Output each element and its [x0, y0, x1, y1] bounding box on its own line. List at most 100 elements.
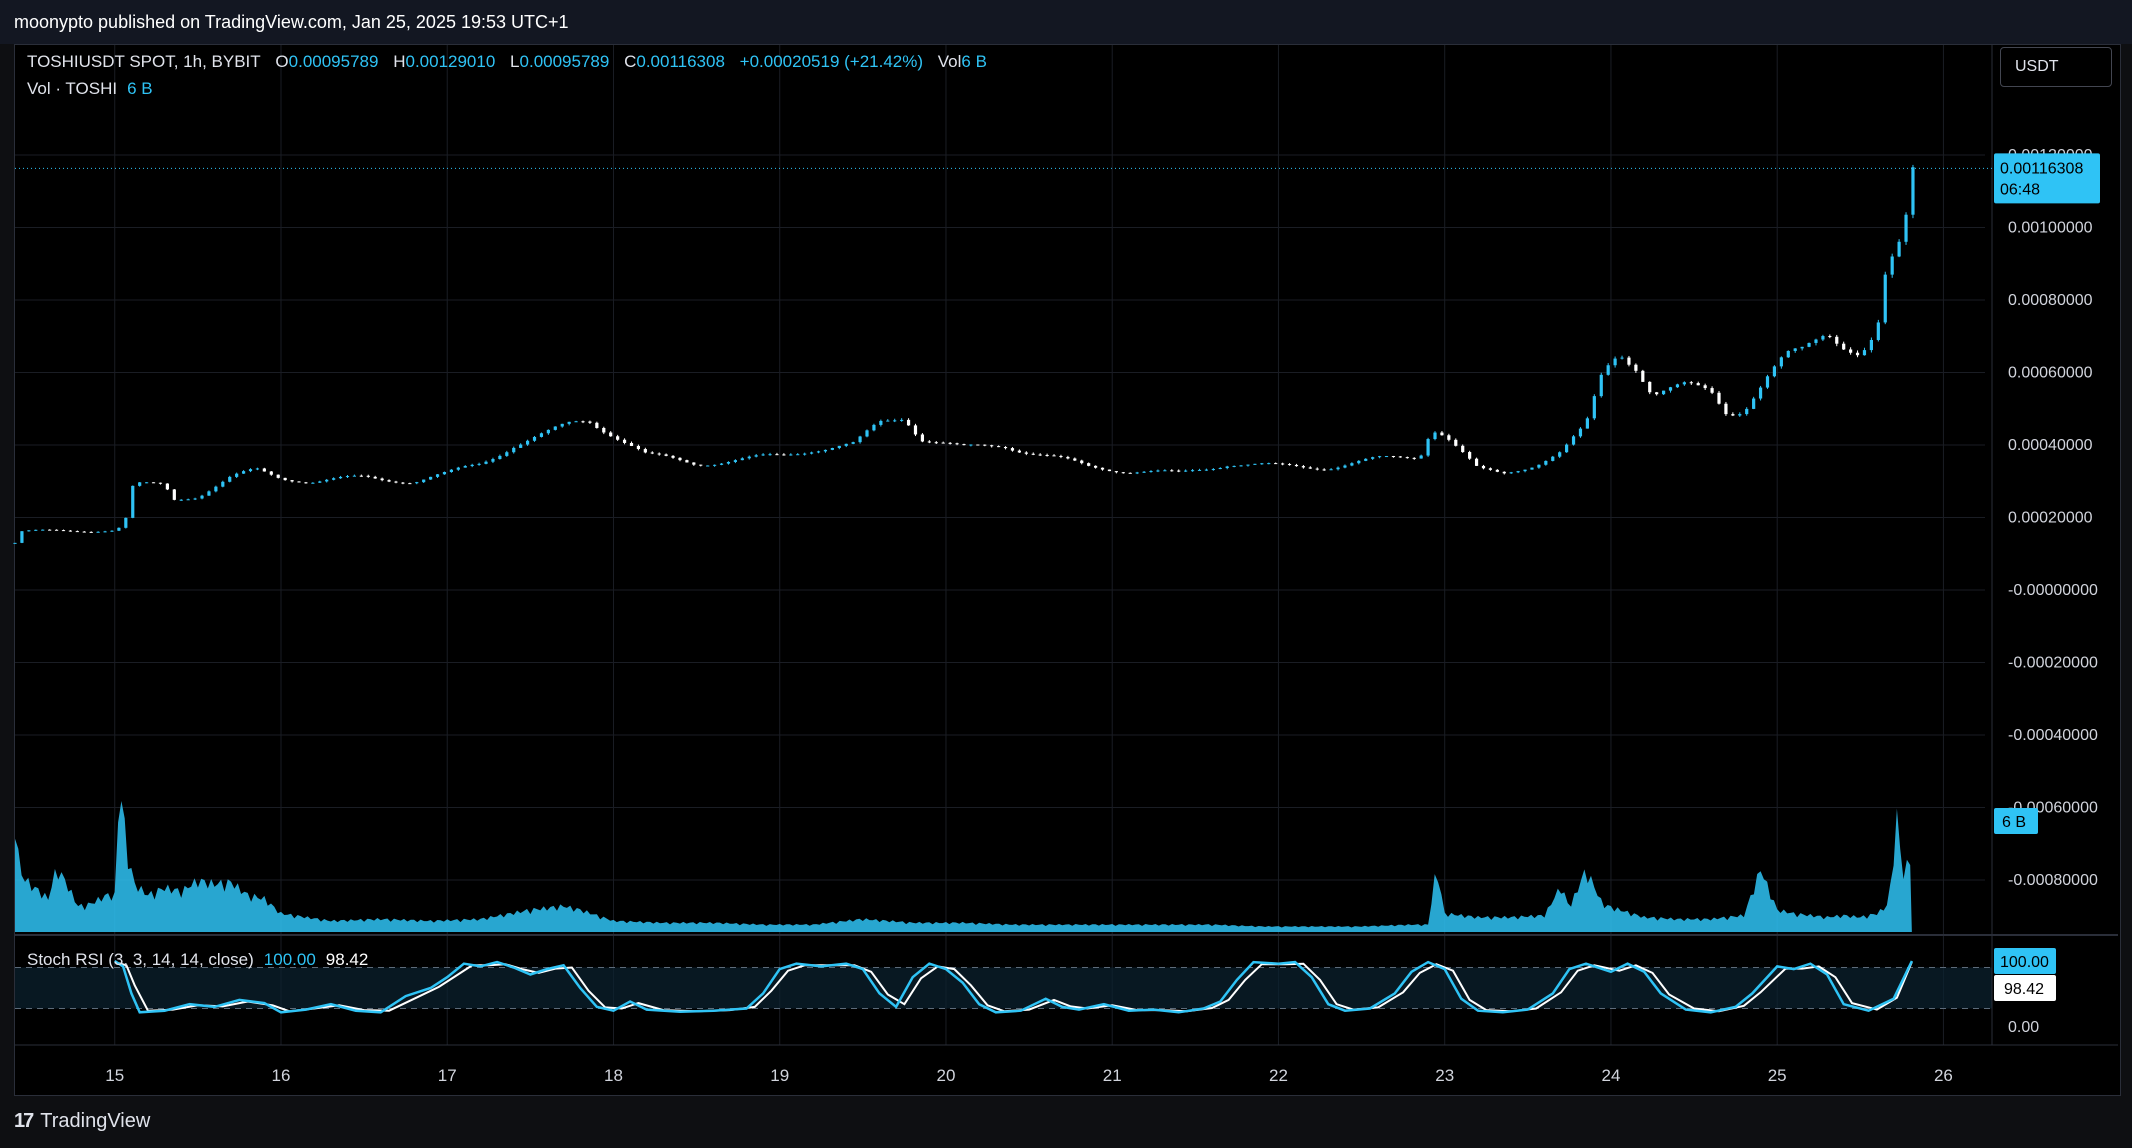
candle-body: [740, 458, 744, 461]
time-tick-label: 22: [1269, 1066, 1288, 1085]
candle-body: [560, 423, 564, 427]
candle-body: [1287, 464, 1292, 466]
candle-body: [1260, 463, 1264, 465]
candle-body: [1551, 456, 1555, 461]
last-price-badge: [1994, 153, 2100, 204]
candle-body: [1488, 468, 1493, 470]
candle-body: [990, 445, 994, 447]
candle-body: [1170, 470, 1174, 472]
stoch-d-badge: [1994, 975, 2056, 1001]
candle-body: [449, 469, 453, 473]
candle-body: [283, 477, 287, 481]
volume-indicator-label: Vol · TOSHI: [27, 79, 118, 98]
candle-body: [394, 481, 398, 483]
candle-body: [1620, 357, 1624, 359]
candle-body: [1447, 435, 1451, 440]
candle-body: [629, 442, 634, 446]
candle-body: [221, 481, 225, 487]
candle-body: [1502, 471, 1506, 474]
candle-body: [1495, 469, 1499, 472]
candle-body: [165, 483, 169, 490]
time-tick-label: 16: [272, 1066, 291, 1085]
candle-body: [401, 482, 405, 484]
candle-body: [803, 453, 807, 455]
candle-body: [1855, 352, 1860, 356]
candle-body: [484, 461, 488, 464]
candle-body: [1544, 460, 1548, 465]
candle-body: [1433, 432, 1437, 440]
price-tick-label: 0.00100000: [2008, 220, 2093, 237]
candle-body: [1391, 456, 1396, 458]
candle-body: [1481, 465, 1486, 469]
change-value: +0.00020519 (+21.42%): [739, 52, 924, 71]
candle-body: [1398, 456, 1402, 458]
candle-body: [1675, 384, 1680, 388]
grid-lines: [15, 45, 1985, 1045]
candle-body: [1710, 388, 1714, 393]
high-label: H: [393, 52, 406, 71]
close-label: C: [624, 52, 637, 71]
candle-body: [955, 443, 959, 445]
candle-body: [41, 529, 45, 531]
candle-body: [1738, 414, 1742, 416]
symbol-legend: TOSHIUSDT SPOT, 1h, BYBIT O0.00095789 H0…: [27, 52, 987, 72]
candle-body: [1779, 357, 1783, 367]
publish-info: moonypto published on TradingView.com, J…: [14, 12, 569, 32]
stoch-legend: Stoch RSI (3, 3, 14, 14, close) 100.00 98.…: [27, 950, 368, 970]
time-tick-label: 23: [1435, 1066, 1454, 1085]
candle-body: [1163, 470, 1167, 472]
candle-body: [96, 531, 100, 533]
candle-body: [1835, 336, 1839, 344]
candle-body: [200, 495, 204, 499]
currency-button[interactable]: USDT: [2000, 47, 2112, 87]
price-tick-label: 0.00020000: [2008, 510, 2093, 527]
candle-body: [1149, 471, 1153, 473]
candle-body: [934, 442, 938, 444]
price-candles: [13, 164, 1915, 544]
candle-body: [1745, 408, 1749, 415]
candle-body: [151, 482, 156, 484]
candle-body: [1059, 455, 1063, 457]
candle-body: [844, 443, 848, 446]
candle-body: [422, 479, 426, 483]
candle-body: [941, 442, 945, 444]
candle-body: [636, 445, 641, 450]
candle-body: [588, 421, 592, 423]
candle-body: [1308, 467, 1312, 469]
candle-body: [1190, 470, 1195, 472]
candle-body: [1814, 339, 1818, 343]
candle-body: [1558, 452, 1562, 457]
candle-body: [1578, 428, 1583, 437]
candle-body: [858, 436, 862, 443]
stoch-band: [15, 967, 1992, 1009]
candle-body: [408, 483, 412, 485]
candle-body: [1350, 463, 1354, 466]
candle-body: [1156, 470, 1160, 472]
candle-body: [1904, 214, 1908, 242]
candle-body: [193, 498, 197, 500]
candle-body: [1911, 167, 1915, 215]
candle-body: [1890, 256, 1894, 275]
candle-body: [145, 482, 149, 484]
candle-body: [124, 517, 128, 528]
candle-body: [622, 439, 627, 443]
candle-body: [34, 529, 38, 531]
candle-body: [248, 469, 253, 472]
symbol-name: TOSHIUSDT SPOT, 1h, BYBIT: [27, 52, 261, 71]
candle-body: [1828, 336, 1832, 338]
candle-body: [775, 454, 779, 456]
candle-body: [553, 426, 557, 430]
candle-body: [643, 449, 647, 453]
candle-body: [1239, 465, 1243, 467]
last-price-label: 0.00116308: [2000, 160, 2083, 177]
candle-body: [290, 480, 294, 482]
candle-body: [297, 481, 301, 483]
stoch-zero-label: 0.00: [2008, 1019, 2039, 1036]
candle-body: [851, 442, 855, 444]
candle-body: [1634, 364, 1638, 371]
candle-body: [768, 454, 772, 456]
volume-legend: Vol · TOSHI 6 B: [27, 79, 153, 99]
candle-body: [1184, 470, 1188, 472]
candle-body: [1135, 472, 1139, 474]
